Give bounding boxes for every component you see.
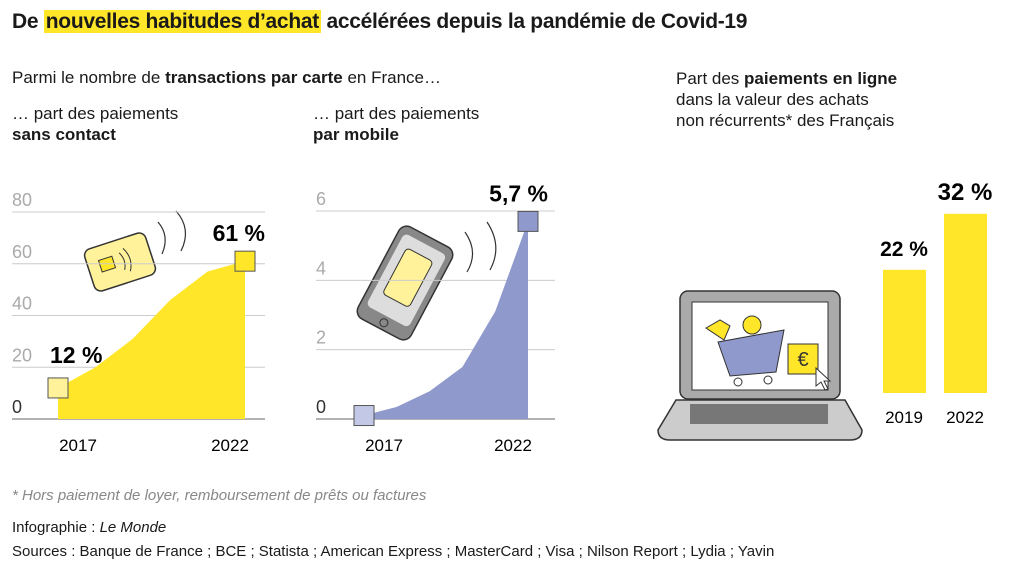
x-tick-label: 2017 — [59, 436, 97, 455]
chart2-subtitle: … part des paiements par mobile — [313, 104, 480, 144]
laptop-shopping-icon: € — [657, 290, 863, 441]
sans-contact-chart: 0 20 40 60 80 2017 2022 12 % 61 % — [12, 190, 265, 455]
credit: Infographie : Le Monde — [12, 519, 167, 536]
mobile-waves-icon — [464, 221, 497, 273]
mobile-phone-icon — [356, 225, 454, 341]
y-tick-label: 6 — [316, 189, 326, 209]
y-tick-label: 2 — [316, 328, 326, 348]
y-tick-label: 20 — [12, 345, 32, 365]
title-highlight: nouvelles habitudes d’achat — [43, 10, 321, 33]
x-tick-label: 2022 — [211, 436, 249, 455]
chart1-subtitle: … part des paiements sans contact — [12, 104, 179, 144]
intro-text: Parmi le nombre de transactions par cart… — [12, 68, 441, 87]
y-tick-label: 0 — [12, 397, 22, 417]
start-value-label: 12 % — [50, 342, 102, 368]
page-title: De nouvelles habitudes d’achat accélérée… — [12, 10, 748, 33]
start-marker — [47, 377, 69, 399]
contactless-card-icon — [83, 232, 157, 292]
chart3-subtitle: Part des paiements en ligne dans la valeu… — [676, 69, 898, 130]
online-payments-chart: 22 % 2019 32 % 2022 — [880, 179, 992, 427]
x-tick-label: 2022 — [494, 436, 532, 455]
end-value-label: 5,7 % — [489, 180, 548, 206]
x-tick-label: 2017 — [365, 436, 403, 455]
y-tick-label: 60 — [12, 242, 32, 262]
bar — [944, 213, 987, 393]
end-marker — [234, 250, 256, 272]
svg-text:€: € — [797, 349, 808, 371]
y-tick-label: 80 — [12, 190, 32, 210]
end-value-label: 61 % — [213, 220, 265, 246]
x-tick-label: 2019 — [885, 408, 923, 427]
footnote: * Hors paiement de loyer, remboursement … — [12, 487, 427, 504]
start-marker — [353, 405, 375, 427]
bar-value-label: 32 % — [938, 179, 993, 206]
y-tick-label: 4 — [316, 258, 326, 278]
area-series — [364, 221, 528, 419]
contactless-waves-icon — [157, 210, 187, 255]
bar-value-label: 22 % — [880, 238, 928, 261]
y-tick-label: 40 — [12, 294, 32, 314]
bar — [883, 269, 926, 393]
y-tick-label: 0 — [316, 397, 326, 417]
area-series — [58, 261, 245, 419]
sources: Sources : Banque de France ; BCE ; Stati… — [12, 543, 775, 560]
end-marker — [517, 210, 539, 232]
x-tick-label: 2022 — [946, 408, 984, 427]
mobile-chart: 0 2 4 6 2017 2022 5,7 % — [316, 180, 555, 455]
